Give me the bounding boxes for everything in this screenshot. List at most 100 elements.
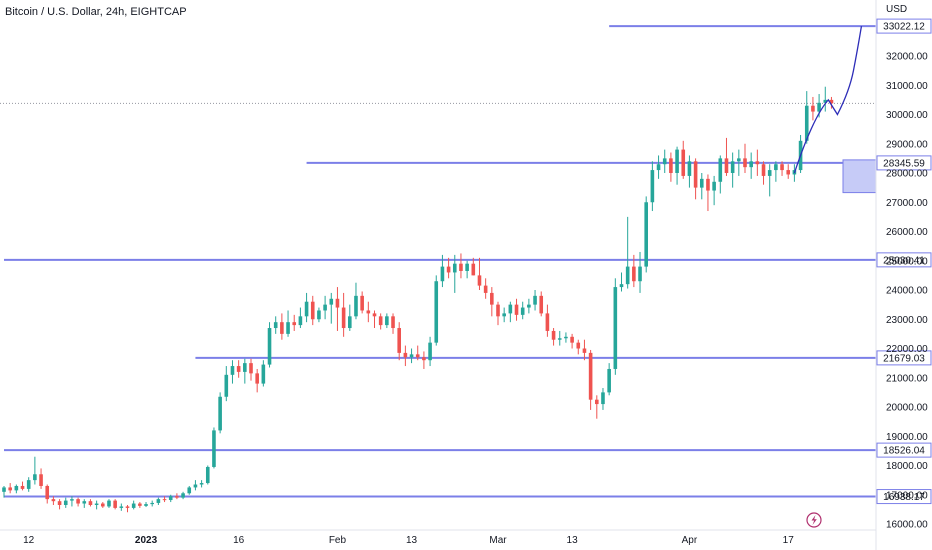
candle — [792, 164, 797, 182]
candle-body — [471, 263, 476, 276]
candle — [440, 254, 445, 288]
candle-body — [378, 316, 383, 326]
candle — [601, 387, 605, 410]
candle — [428, 336, 432, 367]
candle-body — [539, 295, 544, 314]
candle — [88, 499, 93, 507]
time-tick-label: 17 — [783, 535, 795, 546]
candle-body — [737, 158, 741, 162]
price-tick-label: 17000.00 — [886, 490, 928, 501]
price-range-box[interactable] — [842, 159, 877, 194]
candle — [613, 278, 618, 375]
candle-body — [298, 316, 303, 326]
candle-body — [422, 357, 426, 361]
candle-body — [619, 284, 624, 288]
projection-path[interactable] — [793, 25, 863, 174]
candle-body — [391, 316, 395, 329]
candle-body — [576, 342, 581, 349]
time-tick-label: 13 — [567, 535, 579, 546]
price-tick-label: 21000.00 — [886, 373, 928, 384]
candle — [63, 497, 68, 508]
level-price-tag[interactable] — [876, 18, 932, 34]
trend-drawing[interactable] — [793, 25, 863, 174]
candle-body — [162, 499, 167, 501]
candle-body — [601, 392, 605, 405]
candle — [113, 499, 117, 510]
candle — [650, 161, 655, 212]
candle — [422, 351, 426, 369]
candle-body — [335, 298, 340, 308]
candle — [403, 345, 408, 367]
time-axis[interactable]: 12 2023 16 Feb 13 Mar 13 Apr 17 — [0, 529, 876, 546]
candle-body — [490, 292, 494, 305]
level-lines[interactable]: 33022.12 28345.59 25030.41 21679.03 18526.04… — [0, 18, 932, 505]
candle-body — [403, 352, 408, 358]
level-price-tag[interactable] — [876, 489, 932, 505]
candle-body — [730, 161, 735, 173]
candle-body — [45, 485, 50, 500]
candle-body — [51, 499, 56, 502]
candle-body — [483, 285, 488, 293]
candle-body — [595, 399, 599, 405]
time-tick-label: Feb — [329, 535, 347, 546]
candle-body — [212, 430, 216, 467]
candle — [366, 301, 371, 323]
candle — [452, 254, 457, 293]
candle-body — [33, 474, 37, 481]
candle — [218, 392, 222, 434]
level-price-tag[interactable] — [876, 252, 932, 268]
candle — [465, 260, 469, 279]
candle — [557, 330, 562, 346]
candle-body — [273, 322, 278, 329]
price-axis[interactable]: 16000.00 17000.00 18000.00 19000.00 20000.00… — [875, 0, 928, 550]
time-tick-label: 12 — [23, 535, 35, 546]
candle — [199, 480, 204, 488]
candle — [304, 292, 309, 323]
candle — [397, 322, 401, 361]
candle — [230, 360, 235, 384]
level-price-tag[interactable] — [876, 442, 932, 458]
candle-body — [650, 170, 655, 203]
candle-body — [767, 170, 772, 176]
candle-body — [749, 161, 753, 168]
candle — [755, 149, 760, 176]
candle — [514, 298, 519, 321]
candle-body — [125, 506, 130, 508]
candle-body — [82, 501, 87, 504]
level-price-label: 25030.41 — [883, 255, 925, 266]
candle-body — [255, 373, 259, 384]
candle-body — [625, 266, 630, 285]
candle — [811, 96, 815, 121]
level-price-label: 33022.12 — [883, 22, 925, 33]
candle — [446, 257, 451, 279]
candle — [329, 292, 334, 324]
candle — [434, 275, 439, 346]
candle-body — [415, 354, 420, 358]
lightning-icon[interactable] — [806, 512, 822, 528]
candle — [51, 496, 56, 505]
candle-body — [70, 499, 74, 501]
level-price-tag[interactable] — [876, 155, 932, 171]
price-tick-label: 27000.00 — [886, 198, 928, 209]
candle-body — [138, 503, 142, 506]
candle-body — [101, 503, 105, 507]
candle-body — [545, 313, 550, 331]
candle-body — [397, 328, 401, 353]
candle — [119, 503, 124, 511]
candle — [743, 143, 747, 173]
candle-body — [804, 105, 809, 141]
candle — [576, 339, 581, 355]
candle — [564, 332, 568, 343]
price-tick-label: 26000.00 — [886, 227, 928, 238]
candle — [786, 164, 791, 179]
candle-body — [366, 310, 371, 314]
candle — [644, 196, 648, 273]
level-price-tag[interactable] — [876, 350, 932, 366]
candle-body — [218, 396, 222, 431]
lightning-glyph — [811, 515, 817, 525]
candle — [26, 477, 31, 492]
candle — [699, 173, 704, 200]
candle — [730, 152, 735, 188]
candle — [107, 499, 111, 508]
